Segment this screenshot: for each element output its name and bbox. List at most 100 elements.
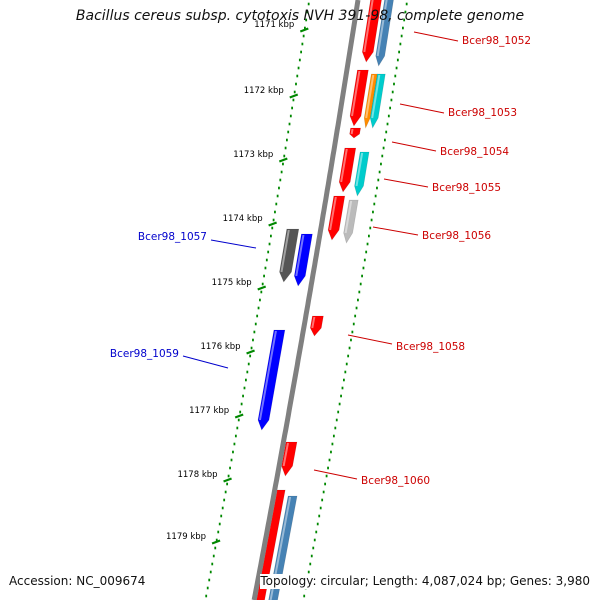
minor-tick — [305, 18, 308, 22]
minor-tick — [376, 186, 378, 190]
minor-tick — [344, 370, 347, 374]
minor-tick — [269, 234, 272, 238]
minor-tick — [257, 306, 260, 310]
minor-tick — [254, 322, 257, 326]
minor-tick — [233, 442, 236, 446]
tick-label: 1178 kbp — [177, 470, 217, 480]
minor-tick — [382, 146, 385, 150]
minor-tick — [337, 410, 340, 414]
minor-tick — [384, 138, 386, 142]
feature-arrow — [343, 199, 359, 244]
minor-tick — [239, 410, 242, 414]
tick-label: 1172 kbp — [244, 86, 284, 96]
minor-tick — [352, 322, 355, 326]
gene-label-bcer98-1055[interactable]: Bcer98_1055 — [432, 182, 501, 194]
minor-tick — [355, 306, 358, 310]
feature-arrow — [361, 0, 382, 63]
major-tick — [268, 221, 278, 227]
minor-tick — [348, 346, 351, 350]
tick-label: 1179 kbp — [166, 532, 206, 542]
minor-tick — [391, 90, 394, 94]
gene-label-bcer98-1054[interactable]: Bcer98_1054 — [440, 146, 509, 158]
minor-tick — [227, 474, 230, 478]
major-tick — [299, 27, 309, 33]
minor-tick — [332, 434, 335, 438]
gene-label-bcer98-1057[interactable]: Bcer98_1057 — [138, 231, 207, 243]
minor-tick — [307, 570, 310, 574]
label-leader-line — [399, 103, 445, 114]
minor-tick — [212, 554, 215, 558]
minor-tick — [321, 498, 324, 502]
minor-tick — [394, 74, 397, 78]
minor-tick — [312, 546, 315, 550]
feature-arrow — [375, 0, 394, 67]
minor-tick — [252, 338, 254, 342]
map-title: Bacillus cereus subsp. cytotoxis NVH 391… — [75, 8, 525, 24]
minor-tick — [253, 330, 256, 334]
minor-tick — [307, 2, 310, 6]
minor-tick — [283, 154, 286, 158]
minor-tick — [293, 90, 296, 94]
minor-tick — [291, 106, 294, 110]
feature-arrow — [293, 233, 313, 287]
minor-tick — [237, 418, 240, 422]
minor-tick — [230, 458, 233, 462]
minor-tick — [229, 466, 231, 470]
minor-tick — [275, 202, 278, 206]
minor-tick — [404, 10, 407, 14]
minor-tick — [372, 210, 374, 214]
minor-tick — [351, 330, 354, 334]
minor-tick — [377, 178, 380, 182]
minor-tick — [223, 498, 226, 502]
minor-tick — [274, 210, 276, 214]
minor-tick — [250, 346, 253, 350]
minor-tick — [302, 34, 305, 38]
minor-tick — [284, 146, 287, 150]
minor-tick — [387, 114, 390, 118]
gene-label-bcer98-1052[interactable]: Bcer98_1052 — [462, 35, 531, 47]
feature-arrow — [349, 69, 369, 127]
major-tick — [246, 349, 255, 355]
minor-tick — [331, 442, 334, 446]
minor-tick — [398, 50, 401, 54]
minor-tick — [338, 402, 341, 406]
minor-tick — [390, 98, 393, 102]
minor-tick — [370, 218, 373, 222]
minor-tick — [279, 178, 282, 182]
label-leader-line — [182, 355, 229, 369]
major-tick — [278, 157, 288, 163]
minor-tick — [374, 194, 377, 198]
minor-tick — [226, 482, 229, 486]
minor-tick — [220, 514, 223, 518]
label-leader-line — [372, 226, 419, 236]
minor-tick — [362, 266, 365, 270]
minor-tick — [217, 530, 220, 534]
minor-tick — [287, 130, 290, 134]
minor-tick — [367, 234, 370, 238]
gene-label-bcer98-1056[interactable]: Bcer98_1056 — [422, 230, 491, 242]
major-tick — [211, 539, 221, 545]
feature-highlight — [340, 148, 348, 183]
minor-tick — [278, 186, 280, 190]
gene-label-bcer98-1060[interactable]: Bcer98_1060 — [361, 475, 430, 487]
tick-label: 1174 kbp — [223, 214, 263, 224]
minor-tick — [295, 82, 297, 86]
gene-label-bcer98-1059[interactable]: Bcer98_1059 — [110, 348, 179, 360]
feature-arrow — [354, 151, 370, 197]
feature-highlight — [351, 70, 361, 117]
minor-tick — [385, 130, 388, 134]
minor-tick — [205, 594, 208, 598]
minor-tick — [327, 466, 329, 470]
minor-tick — [260, 290, 263, 294]
minor-tick — [396, 58, 399, 62]
minor-tick — [292, 98, 295, 102]
minor-tick — [288, 122, 291, 126]
minor-tick — [330, 450, 332, 454]
gene-label-bcer98-1058[interactable]: Bcer98_1058 — [396, 341, 465, 353]
minor-tick — [358, 290, 361, 294]
gene-label-bcer98-1053[interactable]: Bcer98_1053 — [448, 107, 517, 119]
minor-tick — [282, 162, 284, 166]
minor-tick — [265, 258, 268, 262]
label-leader-line — [391, 141, 437, 152]
